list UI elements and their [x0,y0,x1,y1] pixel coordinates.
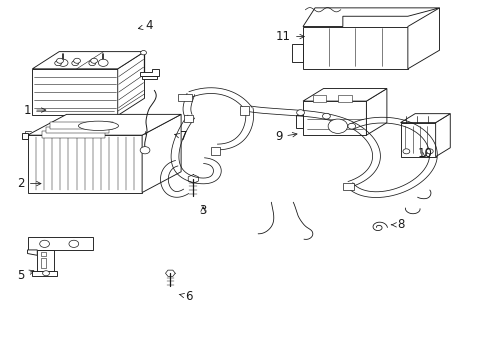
Polygon shape [27,114,181,135]
Circle shape [327,119,347,134]
Polygon shape [407,8,439,69]
Polygon shape [27,250,37,255]
Circle shape [89,60,96,66]
Text: 1: 1 [24,104,46,117]
Polygon shape [292,44,303,62]
Polygon shape [295,116,303,128]
Circle shape [55,60,61,66]
Bar [312,95,326,102]
Circle shape [72,60,79,66]
Polygon shape [21,134,27,139]
Text: 7: 7 [174,130,187,144]
Circle shape [58,59,68,66]
Text: 8: 8 [390,218,404,231]
Polygon shape [303,101,366,135]
Circle shape [98,59,108,66]
Polygon shape [118,51,144,116]
Circle shape [91,58,97,63]
Circle shape [141,50,146,55]
Polygon shape [366,89,386,135]
Bar [46,127,109,133]
Circle shape [140,147,150,154]
Bar [178,94,191,101]
Ellipse shape [78,121,118,130]
Circle shape [322,113,330,119]
Polygon shape [303,8,439,27]
Bar [240,106,248,115]
Bar [41,258,46,268]
Circle shape [69,240,79,247]
Circle shape [40,240,49,247]
Polygon shape [303,27,407,69]
Polygon shape [400,114,449,123]
Circle shape [74,58,81,63]
Bar [183,115,192,122]
Bar [142,76,157,79]
Bar [50,122,113,129]
Text: 4: 4 [138,19,153,32]
Polygon shape [400,123,435,157]
Circle shape [42,271,49,276]
Polygon shape [27,237,93,250]
Circle shape [402,149,409,154]
Polygon shape [32,51,144,69]
Text: 5: 5 [18,269,34,282]
Bar [42,131,105,138]
Polygon shape [435,114,449,157]
Polygon shape [32,69,118,116]
Bar [337,95,351,102]
Circle shape [57,58,63,63]
Bar [41,252,46,256]
Text: 2: 2 [18,177,41,190]
Polygon shape [140,69,159,76]
Text: 9: 9 [274,130,296,144]
Bar [342,183,353,190]
Polygon shape [27,135,142,193]
Polygon shape [32,271,57,276]
Text: 11: 11 [275,30,304,43]
Circle shape [347,123,355,129]
Polygon shape [303,89,386,101]
Polygon shape [142,114,181,193]
Text: 6: 6 [179,290,192,303]
Bar [210,147,219,155]
Circle shape [426,149,432,154]
Text: 10: 10 [417,147,431,159]
Polygon shape [37,250,54,271]
Circle shape [296,110,304,116]
Text: 3: 3 [199,204,206,217]
